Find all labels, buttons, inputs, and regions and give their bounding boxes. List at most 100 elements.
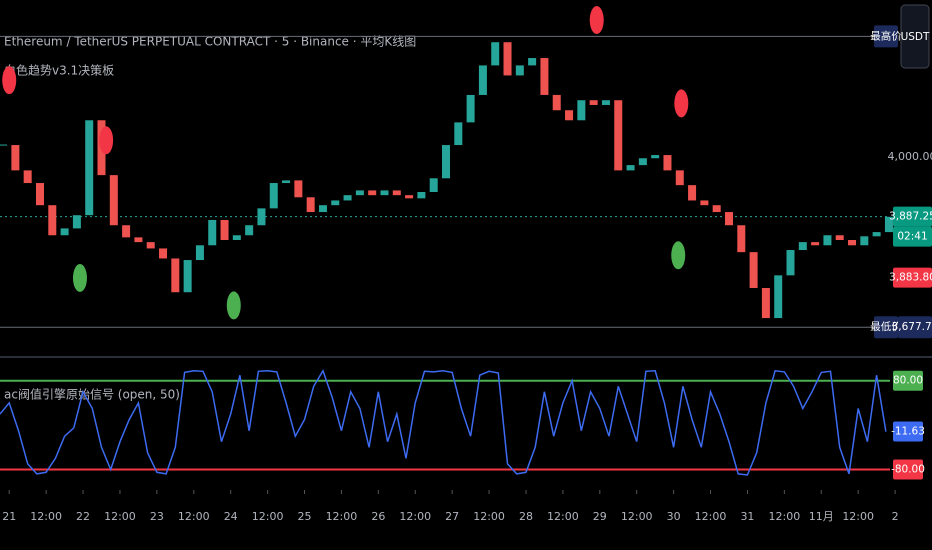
candle — [626, 165, 635, 171]
candle — [159, 248, 168, 259]
y-tick-label: -80.00 — [891, 463, 925, 475]
x-tick-label: 12:00 — [547, 510, 579, 523]
candle — [355, 190, 364, 196]
candle — [823, 235, 832, 246]
candle — [306, 197, 315, 213]
last-price-box — [893, 206, 932, 227]
candle — [565, 110, 574, 121]
candle — [724, 212, 733, 226]
candle — [368, 190, 377, 196]
level-label-box — [874, 25, 898, 48]
x-tick-label: 22 — [76, 510, 90, 523]
countdown-box — [893, 226, 932, 247]
candle — [540, 58, 549, 95]
candle — [700, 200, 709, 206]
oscillator-title: ac阀值引擎原始信号 (open, 50) — [4, 387, 180, 402]
symbol-title: Ethereum / TetherUS PERPETUAL CONTRACT ·… — [4, 35, 416, 49]
y-tick-label: 4,000.00 — [888, 150, 932, 163]
y-tick-label-box — [893, 370, 923, 391]
x-tick-label: 28 — [519, 510, 533, 523]
x-tick-label: 12:00 — [326, 510, 358, 523]
x-tick-label: 11月 — [809, 510, 834, 523]
candle — [503, 42, 512, 76]
candle — [245, 225, 254, 236]
x-tick-label: 12:00 — [252, 510, 284, 523]
candle — [35, 183, 44, 206]
x-tick-label: 30 — [667, 510, 681, 523]
candle — [749, 252, 758, 289]
signal-marker — [99, 126, 114, 155]
candle — [491, 42, 500, 66]
x-tick-label: 12:00 — [842, 510, 874, 523]
x-tick-label: 12:00 — [621, 510, 653, 523]
candle — [811, 242, 820, 246]
candle — [11, 145, 20, 171]
candle — [860, 236, 869, 246]
candle — [515, 65, 524, 76]
extra-price-box — [893, 267, 932, 288]
candle — [208, 219, 217, 246]
candle — [478, 65, 487, 95]
candle — [23, 170, 32, 184]
candle — [848, 240, 857, 246]
candle — [614, 100, 623, 171]
level-value: 3,677.70 — [892, 321, 932, 333]
x-tick-label: 23 — [150, 510, 164, 523]
candle — [737, 225, 746, 253]
x-tick-label: 12:00 — [104, 510, 136, 523]
x-tick-label: 12:00 — [473, 510, 505, 523]
candle — [331, 200, 340, 206]
extra-price: 3,883.80 — [889, 272, 932, 284]
candle — [528, 58, 537, 66]
x-tick-label: 21 — [2, 510, 16, 523]
x-tick-label: 29 — [593, 510, 607, 523]
candle — [688, 185, 697, 201]
signal-marker — [72, 263, 87, 292]
candle — [454, 122, 463, 146]
signal-marker — [589, 6, 604, 35]
candle — [220, 219, 229, 241]
candle — [343, 195, 352, 201]
candle — [183, 260, 192, 293]
x-tick-label: 2 — [892, 510, 899, 523]
signal-marker — [226, 291, 241, 320]
candle — [257, 208, 266, 226]
candle — [282, 180, 291, 184]
level-label: 最低价 — [870, 320, 902, 333]
candle — [651, 155, 660, 159]
currency[interactable]: USDT — [901, 31, 930, 43]
candle — [195, 245, 204, 261]
candle — [442, 145, 451, 179]
level-value-box — [898, 316, 932, 339]
candle — [638, 158, 647, 166]
last-price: 3,887.25 — [889, 211, 932, 223]
x-tick-label: 31 — [740, 510, 754, 523]
countdown: 02:41 — [897, 231, 927, 243]
candle — [552, 94, 561, 111]
candle — [417, 192, 426, 199]
signal-marker — [674, 89, 689, 118]
candle — [60, 228, 69, 236]
candle — [48, 205, 57, 236]
x-tick-label: 24 — [224, 510, 238, 523]
candle — [85, 120, 94, 216]
candle — [601, 100, 610, 105]
candle — [380, 190, 389, 196]
x-tick-label: 12:00 — [769, 510, 801, 523]
x-tick-label: 12:00 — [178, 510, 210, 523]
candle — [318, 205, 327, 213]
candle — [134, 237, 143, 243]
candle — [232, 235, 241, 241]
last-value-box — [893, 421, 923, 442]
candle — [675, 170, 684, 186]
candle — [761, 288, 770, 319]
y-tick-label: 80.00 — [893, 375, 923, 387]
candle — [774, 275, 783, 319]
currency-box[interactable] — [900, 4, 930, 69]
x-tick-label: 12:00 — [695, 510, 727, 523]
candle — [884, 216, 893, 233]
x-tick-label: 25 — [298, 510, 312, 523]
candle — [146, 242, 155, 249]
